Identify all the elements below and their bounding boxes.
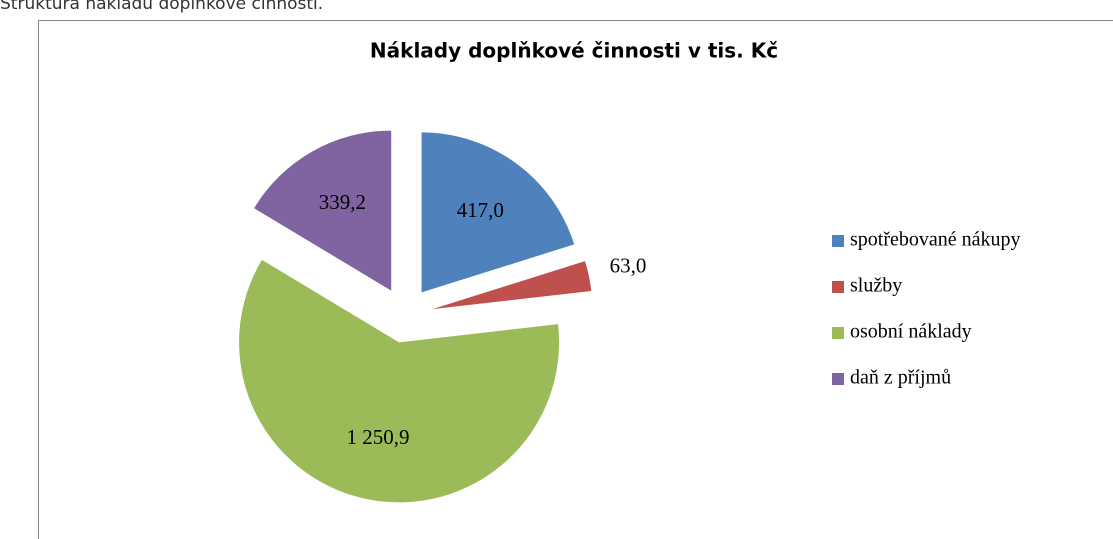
pie-slice	[432, 261, 592, 310]
legend-swatch	[832, 373, 844, 385]
legend-label: spotřebované nákupy	[850, 229, 1021, 251]
legend-label: osobní náklady	[850, 321, 972, 343]
legend-label: služby	[850, 275, 902, 297]
data-label: 417,0	[457, 198, 504, 222]
caption: Struktura nákladů doplňkové činnosti.	[0, 0, 323, 14]
legend-swatch	[832, 235, 844, 247]
pie-slice	[239, 259, 560, 503]
pie-slice	[254, 130, 392, 291]
chart-title: Náklady doplňkové činnosti v tis. Kč	[370, 39, 778, 63]
pie-slice	[421, 132, 575, 293]
data-label: 63,0	[610, 253, 647, 277]
data-label: 339,2	[319, 190, 366, 214]
data-label: 1 250,9	[347, 425, 410, 449]
legend-swatch	[832, 281, 844, 293]
legend-label: daň z příjmů	[850, 367, 951, 389]
legend-swatch	[832, 327, 844, 339]
